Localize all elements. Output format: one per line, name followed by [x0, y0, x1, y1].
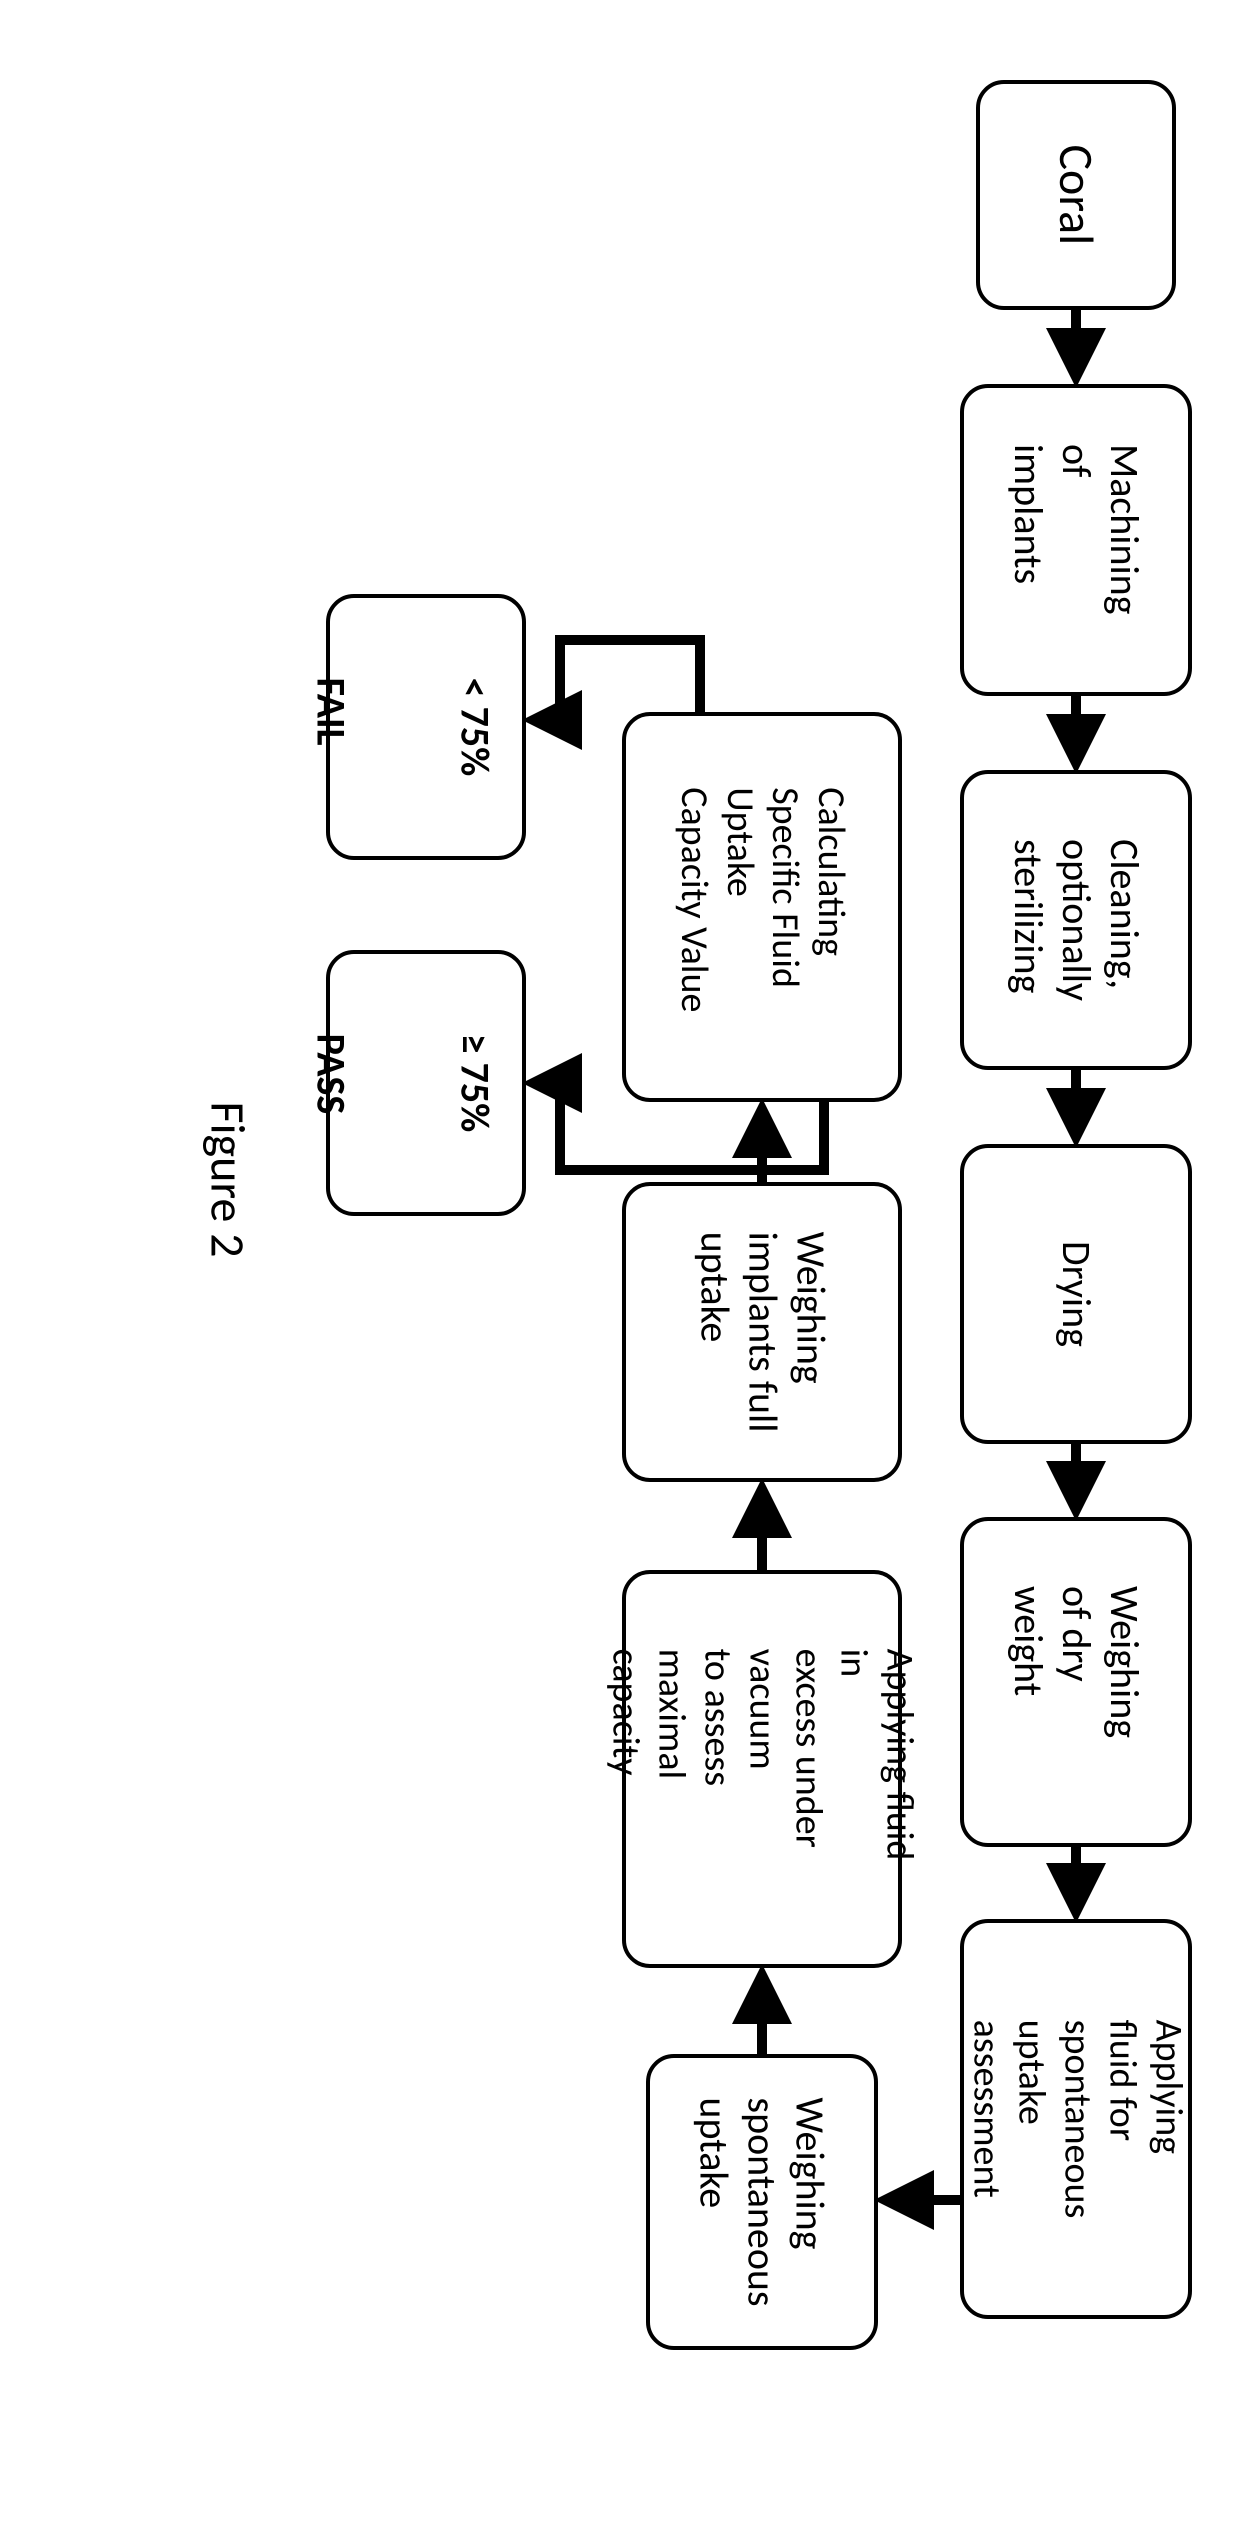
node-weigh-full: Weighing implants full uptake: [622, 1182, 902, 1482]
node-apply-vacuum-label: Applying fluid in excess under vacuum to…: [602, 1649, 921, 1889]
node-fail-label: < 75% FAIL: [306, 678, 546, 777]
edge-calc-fail: [532, 640, 700, 720]
pass-text: PASS: [306, 1034, 355, 1115]
node-weigh-full-label: Weighing implants full uptake: [690, 1232, 834, 1433]
node-pass-label: ≥ 75% PASS: [306, 1034, 546, 1133]
node-fail: < 75% FAIL: [326, 594, 526, 860]
node-apply-spontaneous-label: Applying fluid for spontaneous uptake as…: [962, 2020, 1190, 2219]
node-weigh-dry: Weighing of dry weight: [960, 1517, 1192, 1847]
node-apply-spontaneous: Applying fluid for spontaneous uptake as…: [960, 1919, 1192, 2319]
node-machining: Machining of implants: [960, 384, 1192, 696]
node-calculating: Calculating Specific Fluid Uptake Capaci…: [622, 712, 902, 1102]
node-cleaning-label: Cleaning, optionally sterilizing: [1004, 839, 1148, 1001]
node-weigh-spontaneous-label: Weighing spontaneous uptake: [690, 2097, 834, 2306]
node-pass: ≥ 75% PASS: [326, 950, 526, 1216]
node-weigh-dry-label: Weighing of dry weight: [1004, 1586, 1148, 1778]
figure-caption: Figure 2: [199, 1101, 258, 1257]
node-coral: Coral: [976, 80, 1176, 310]
node-calculating-label: Calculating Specific Fluid Uptake Capaci…: [671, 787, 853, 1027]
fail-threshold: < 75%: [450, 678, 499, 777]
node-drying-label: Drying: [1052, 1241, 1100, 1347]
pass-threshold: ≥ 75%: [450, 1034, 499, 1133]
node-drying: Drying: [960, 1144, 1192, 1444]
node-cleaning: Cleaning, optionally sterilizing: [960, 770, 1192, 1070]
node-coral-label: Coral: [1047, 145, 1105, 246]
node-apply-vacuum: Applying fluid in excess under vacuum to…: [622, 1570, 902, 1968]
node-weigh-spontaneous: Weighing spontaneous uptake: [646, 2054, 878, 2350]
node-machining-label: Machining of implants: [1004, 444, 1148, 636]
fail-text: FAIL: [306, 678, 355, 746]
